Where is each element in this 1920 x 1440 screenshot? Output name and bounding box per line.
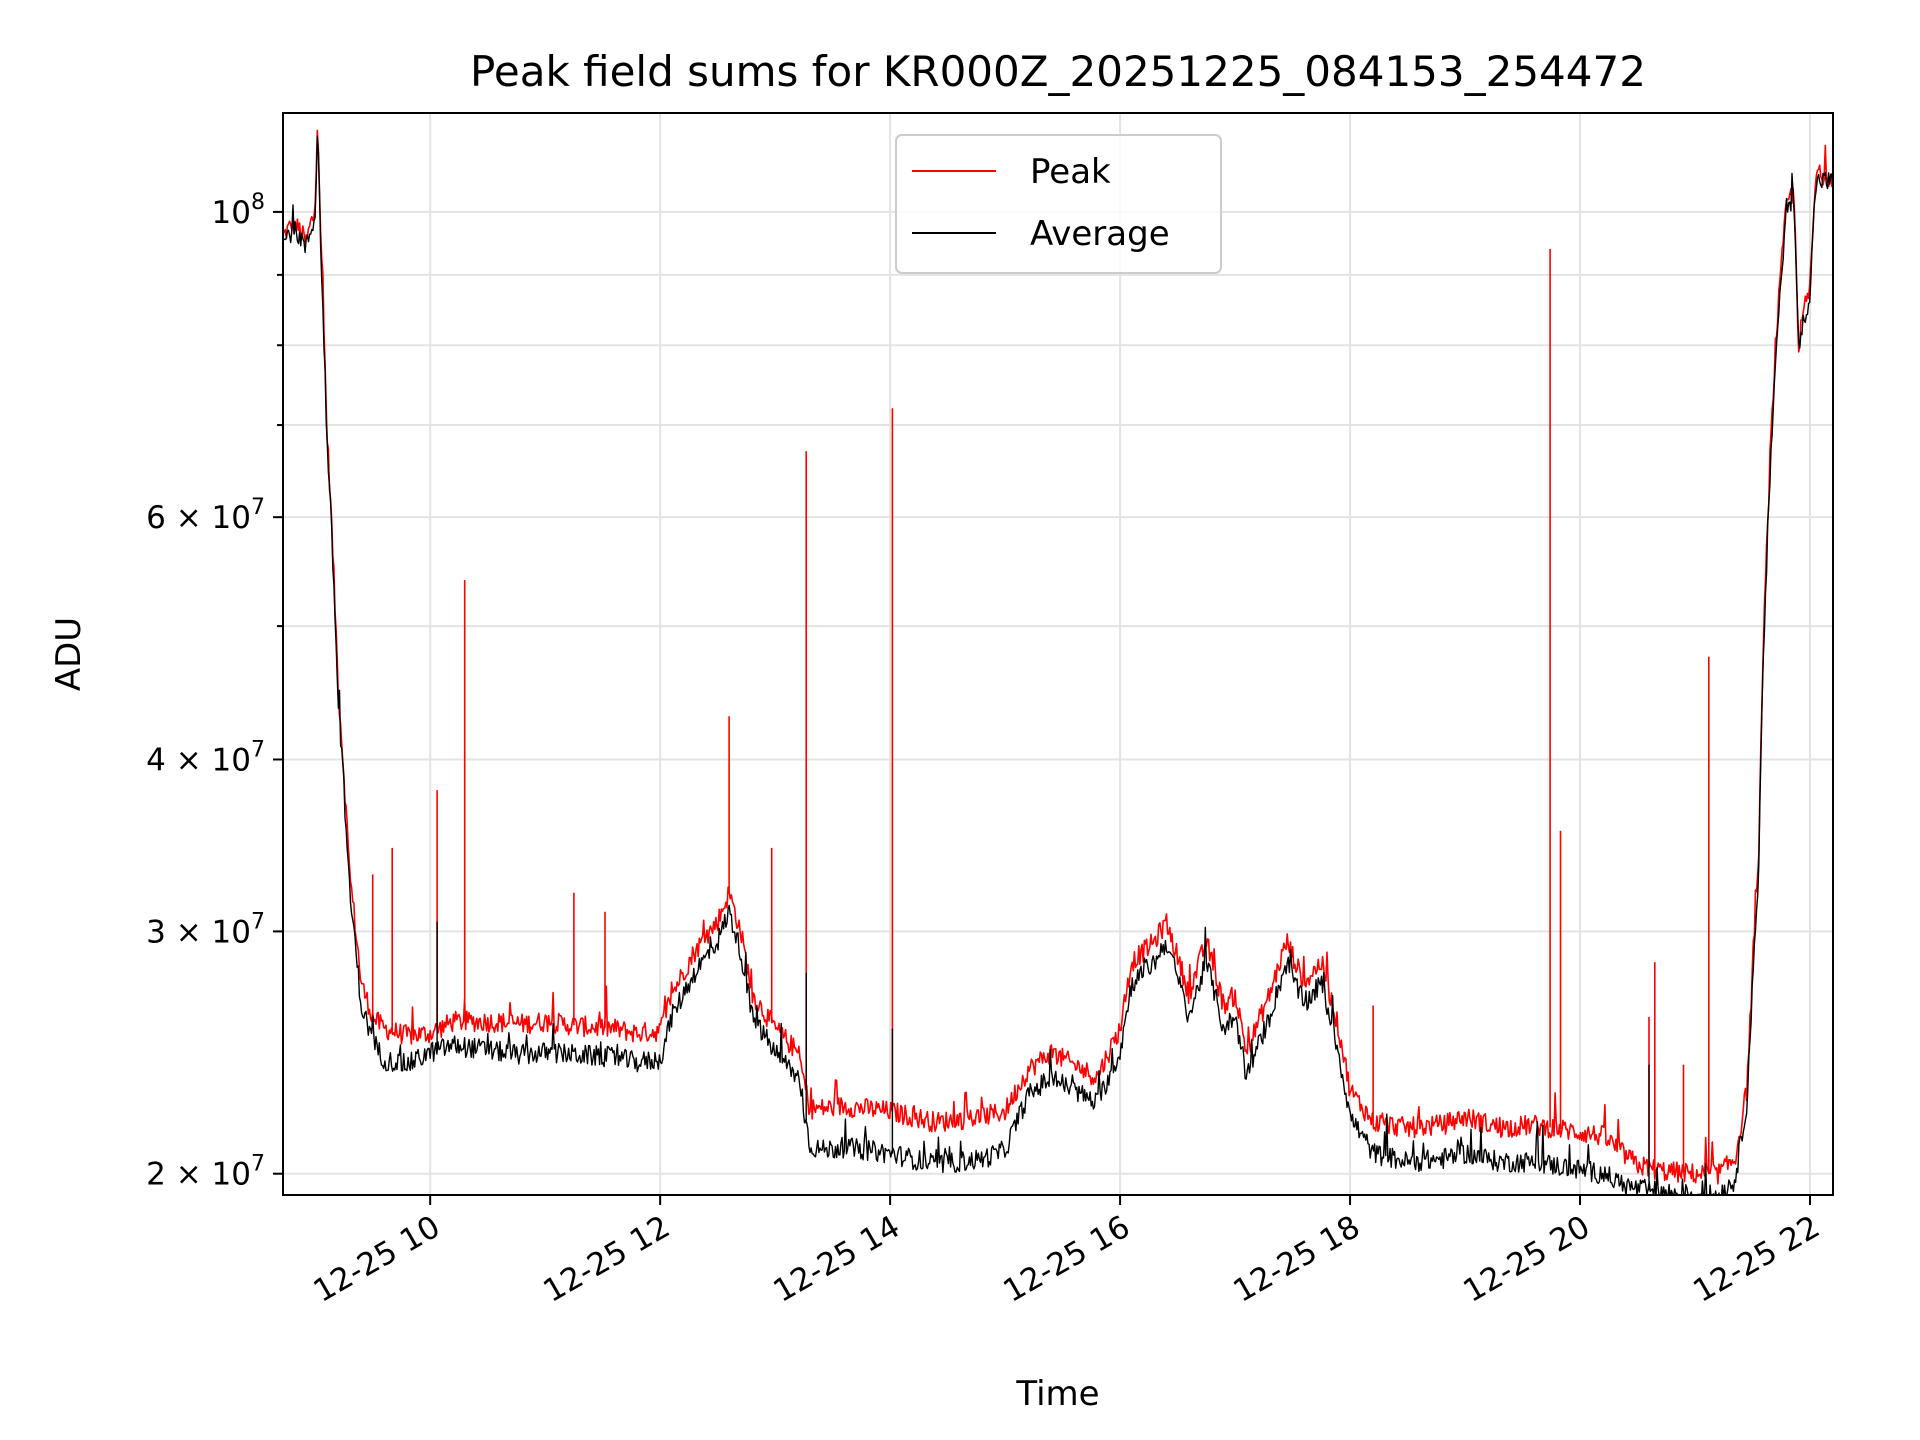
legend-box	[895, 134, 1222, 274]
x-axis-label: Time	[1015, 1374, 1099, 1414]
legend-label-average: Average	[1030, 214, 1170, 254]
legend-label-peak: Peak	[1030, 152, 1111, 192]
grid-lines	[283, 113, 1833, 1195]
chart-title: Peak field sums for KR000Z_20251225_0841…	[470, 47, 1646, 96]
series-layer	[283, 129, 1833, 1195]
y-tick-label: 3 × 107	[146, 909, 265, 950]
y-tick-label: 6 × 107	[146, 495, 265, 536]
y-axis-ticks: 108 6 × 107 4 × 107 3 × 107 2 × 107	[146, 190, 283, 1193]
plot-frame	[282, 112, 1834, 1196]
y-tick-label: 108	[212, 190, 265, 231]
y-tick-label: 4 × 107	[146, 737, 265, 778]
legend: Peak Average	[895, 134, 1222, 274]
y-tick-label: 2 × 107	[146, 1152, 265, 1193]
series-line-average	[283, 135, 1833, 1195]
y-axis-label: ADU	[49, 617, 89, 691]
plot-area	[283, 129, 1833, 1195]
